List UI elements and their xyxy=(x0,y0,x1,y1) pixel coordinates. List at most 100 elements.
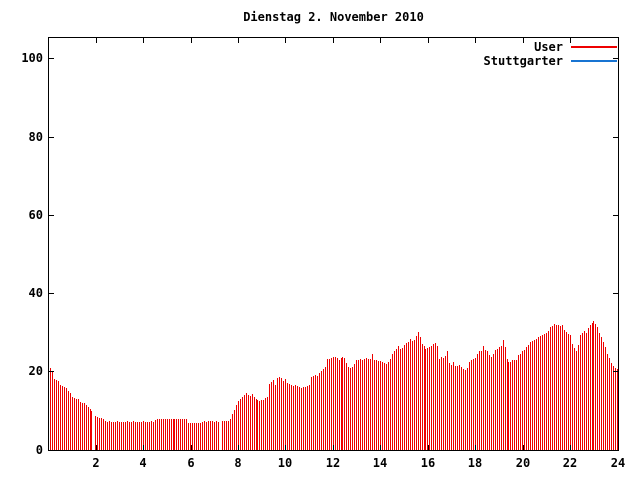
impulse-bar xyxy=(540,335,541,450)
impulse-bar xyxy=(84,402,85,450)
x-axis-label: 2 xyxy=(92,456,100,470)
legend-user-label: User xyxy=(534,40,563,54)
impulse-bar xyxy=(455,365,456,450)
impulse-bar xyxy=(477,353,478,450)
impulse-bar xyxy=(368,358,369,450)
impulse-bar xyxy=(564,329,565,450)
legend-stuttgarter-label: Stuttgarter xyxy=(483,54,563,68)
impulse-bar xyxy=(117,420,118,450)
impulse-bar xyxy=(337,357,338,450)
impulse-bar xyxy=(491,356,492,450)
x-axis-label: 6 xyxy=(187,456,195,470)
impulse-bar xyxy=(495,349,496,450)
impulse-bar xyxy=(342,356,343,450)
impulse-bar xyxy=(297,385,298,450)
x-axis-label: 8 xyxy=(234,456,242,470)
impulse-bar xyxy=(380,360,381,450)
impulse-bar xyxy=(508,361,509,450)
impulse-bar xyxy=(542,334,543,450)
impulse-bar xyxy=(374,359,375,450)
impulse-bar xyxy=(317,375,318,450)
impulse-bar xyxy=(230,418,231,450)
impulse-bar xyxy=(412,340,413,450)
impulse-bar xyxy=(321,370,322,450)
impulse-bar xyxy=(562,324,563,450)
impulse-bar xyxy=(133,420,134,450)
impulse-bar xyxy=(161,418,162,450)
impulse-bar xyxy=(433,343,434,450)
impulse-bar xyxy=(402,347,403,450)
impulse-bar xyxy=(226,420,227,450)
impulse-bar xyxy=(279,376,280,450)
impulse-bar xyxy=(182,418,183,450)
impulse-bar xyxy=(263,399,264,450)
impulse-bar xyxy=(145,421,146,450)
impulse-bar xyxy=(522,350,523,450)
impulse-bar xyxy=(327,358,328,450)
impulse-bar xyxy=(244,394,245,450)
x-tick-top xyxy=(570,38,571,43)
impulse-bar xyxy=(410,338,411,450)
impulse-bar xyxy=(265,397,266,450)
impulse-bar xyxy=(339,359,340,450)
impulse-bar xyxy=(82,402,83,450)
impulse-bar xyxy=(101,417,102,450)
impulse-bar xyxy=(463,368,464,450)
impulse-bar xyxy=(414,339,415,450)
impulse-bar xyxy=(222,420,223,450)
impulse-bar xyxy=(445,355,446,450)
impulse-bar xyxy=(305,386,306,450)
impulse-bar xyxy=(392,353,393,450)
x-tick-top xyxy=(285,38,286,43)
impulse-bar xyxy=(291,384,292,450)
impulse-bar xyxy=(505,346,506,450)
impulse-bar xyxy=(329,358,330,450)
impulse-bar xyxy=(147,421,148,450)
impulse-bar xyxy=(54,378,55,450)
impulse-bar xyxy=(127,420,128,450)
impulse-bar xyxy=(350,367,351,450)
impulse-bar xyxy=(259,400,260,450)
impulse-bar xyxy=(512,359,513,450)
y-axis-label: 100 xyxy=(21,51,43,65)
impulse-bar xyxy=(176,418,177,450)
impulse-bar xyxy=(131,421,132,450)
impulse-bar xyxy=(190,422,191,450)
impulse-bar xyxy=(323,368,324,450)
impulse-bar xyxy=(501,345,502,450)
y-tick-left xyxy=(49,293,54,294)
impulse-bar xyxy=(469,361,470,450)
impulse-bar xyxy=(208,420,209,450)
impulse-bar xyxy=(159,418,160,450)
impulse-bar xyxy=(267,396,268,450)
x-tick-top xyxy=(96,38,97,43)
impulse-bar xyxy=(271,381,272,450)
y-tick-right xyxy=(613,215,618,216)
impulse-bar xyxy=(597,326,598,450)
impulse-bar xyxy=(331,357,332,450)
impulse-bar xyxy=(325,366,326,450)
impulse-bar xyxy=(613,365,614,450)
impulse-bar xyxy=(141,421,142,450)
impulse-bar xyxy=(441,356,442,450)
impulse-bar xyxy=(425,348,426,450)
impulse-bar xyxy=(287,382,288,450)
impulse-bar xyxy=(384,362,385,450)
impulse-bar xyxy=(105,420,106,450)
impulse-bar xyxy=(311,376,312,450)
impulse-bar xyxy=(143,420,144,450)
impulse-bar xyxy=(400,348,401,450)
impulse-bar xyxy=(68,390,69,450)
x-axis-label: 18 xyxy=(467,456,483,470)
impulse-bar xyxy=(97,416,98,450)
impulse-bar xyxy=(548,330,549,450)
y-axis-label: 80 xyxy=(28,130,43,144)
impulse-bar xyxy=(301,387,302,450)
impulse-bar xyxy=(319,372,320,450)
impulse-bar xyxy=(344,357,345,450)
impulse-bar xyxy=(303,386,304,450)
x-axis-label: 10 xyxy=(277,456,293,470)
impulse-bar xyxy=(507,358,508,450)
impulse-bar xyxy=(210,420,211,450)
